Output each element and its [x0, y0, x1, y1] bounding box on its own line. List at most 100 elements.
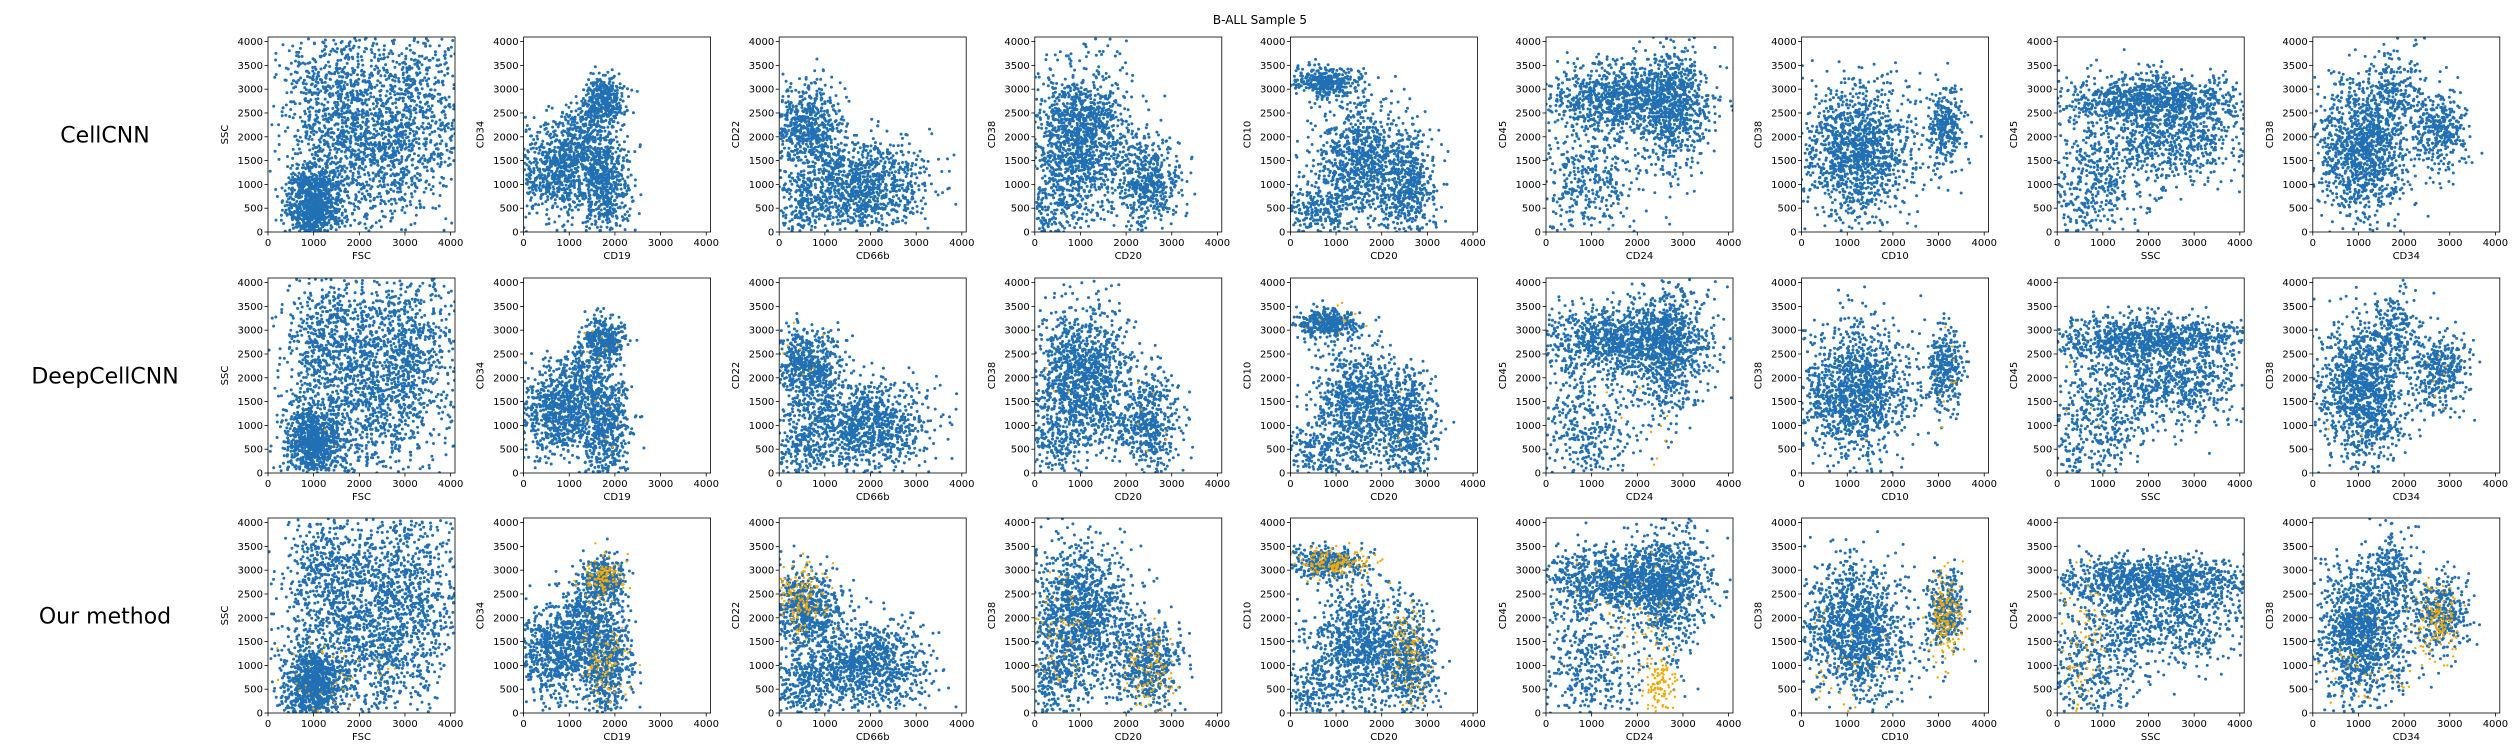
cell-point — [312, 204, 316, 208]
cell-point — [534, 163, 538, 167]
cell-point — [351, 112, 355, 116]
cell-point — [336, 128, 340, 131]
cell-point — [324, 45, 328, 48]
cell-point — [443, 62, 447, 66]
cell-point — [438, 135, 442, 139]
cell-point — [354, 39, 358, 43]
cell-point — [290, 187, 294, 191]
cell-point — [553, 139, 557, 143]
cell-point — [342, 143, 346, 147]
cell-point — [585, 183, 589, 187]
cell-point — [404, 158, 408, 162]
cell-point — [377, 132, 381, 136]
cell-point — [595, 133, 599, 137]
cell-point — [622, 112, 626, 116]
cell-point — [374, 114, 378, 118]
cell-point — [595, 207, 598, 211]
cell-point — [368, 192, 372, 196]
cell-point — [319, 223, 323, 227]
cell-point — [371, 117, 375, 121]
cell-point — [413, 58, 417, 62]
cell-point — [318, 146, 322, 150]
cell-point — [582, 197, 586, 201]
cell-point — [324, 212, 328, 216]
cell-point — [582, 157, 586, 161]
cell-point — [390, 202, 394, 206]
cell-point — [570, 142, 574, 146]
cell-point — [577, 175, 581, 178]
cell-point — [445, 123, 449, 126]
cell-point — [312, 72, 316, 76]
cell-point — [285, 213, 289, 217]
cell-point — [305, 130, 309, 134]
cell-point — [569, 161, 573, 165]
cell-point — [598, 130, 601, 134]
cell-point — [331, 84, 335, 88]
cell-point — [360, 125, 364, 129]
cell-point — [329, 49, 333, 53]
cell-point — [307, 195, 311, 198]
cell-point — [545, 156, 549, 160]
cell-point — [389, 209, 393, 213]
cell-point — [373, 141, 377, 145]
cell-point — [594, 220, 598, 224]
cell-point — [385, 89, 389, 93]
cell-point — [312, 58, 316, 62]
cell-point — [387, 76, 391, 80]
cell-point — [356, 55, 360, 59]
cell-point — [317, 171, 321, 174]
cell-point — [426, 116, 430, 120]
cell-point — [364, 213, 367, 216]
cell-point — [291, 147, 295, 151]
cell-point — [439, 124, 443, 128]
cell-point — [617, 162, 621, 166]
cell-point — [343, 224, 347, 228]
cell-point — [414, 206, 418, 210]
cell-point — [288, 201, 292, 205]
cell-point — [381, 126, 385, 130]
cell-point — [547, 222, 551, 226]
cell-point — [400, 52, 404, 56]
cell-point — [343, 177, 347, 181]
cell-point — [360, 192, 364, 196]
cell-point — [574, 95, 578, 98]
cell-point — [430, 97, 434, 100]
cell-point — [304, 194, 308, 198]
cell-point — [314, 153, 318, 157]
cell-point — [570, 179, 574, 183]
cell-point — [356, 107, 360, 111]
cell-point — [289, 178, 293, 182]
cell-point — [309, 181, 313, 185]
cell-point — [447, 95, 451, 99]
cell-point — [589, 131, 593, 135]
cell-point — [424, 110, 428, 114]
cell-point — [292, 215, 296, 219]
cell-point — [368, 147, 371, 151]
cell-point — [409, 48, 412, 52]
cell-point — [344, 96, 347, 100]
cell-point — [430, 104, 434, 108]
cell-point — [544, 161, 548, 165]
cell-point — [583, 136, 587, 140]
cell-point — [340, 112, 344, 116]
cell-point — [538, 170, 542, 174]
cell-point — [403, 93, 407, 96]
cell-point — [343, 189, 347, 193]
cell-point — [341, 134, 345, 138]
cell-point — [280, 186, 284, 190]
cell-point — [541, 139, 545, 143]
cell-point — [315, 145, 319, 149]
cell-point — [549, 169, 553, 173]
cell-point — [578, 203, 582, 207]
cell-point — [320, 130, 324, 134]
cell-point — [412, 133, 416, 137]
cell-point — [619, 187, 623, 191]
cell-point — [369, 91, 373, 95]
cell-point — [297, 202, 301, 206]
cell-point — [584, 152, 588, 156]
cell-point — [286, 155, 289, 158]
cell-point — [328, 214, 331, 218]
cell-point — [320, 134, 324, 138]
cell-point — [345, 174, 349, 178]
cell-point — [286, 165, 290, 169]
